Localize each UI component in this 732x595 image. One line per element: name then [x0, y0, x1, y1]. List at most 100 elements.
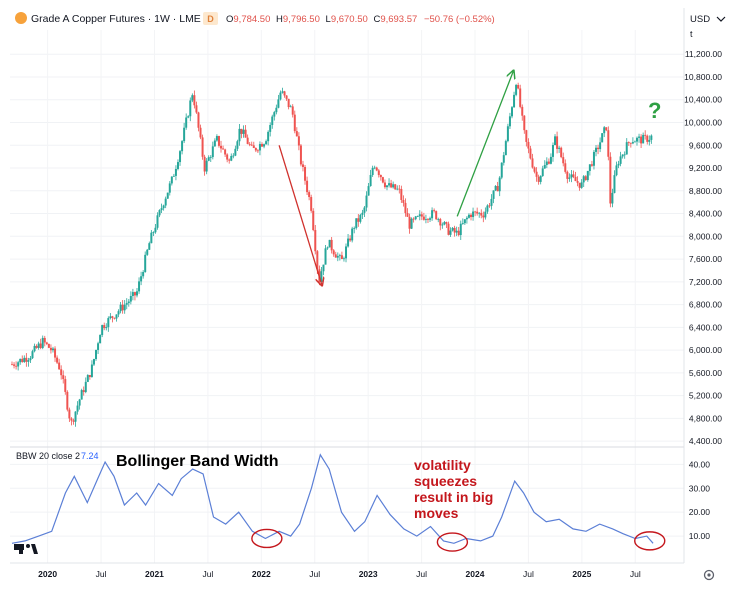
candle-body	[588, 164, 591, 171]
tradingview-logo[interactable]	[14, 544, 38, 554]
price-tick-label: 10,800.00	[684, 72, 722, 82]
candle-body	[388, 183, 391, 186]
candle-body	[246, 137, 249, 144]
candle-body	[478, 212, 481, 214]
candle-body	[43, 337, 46, 343]
candle-body	[406, 213, 409, 217]
candle-body	[191, 95, 194, 101]
candle-body	[381, 177, 384, 183]
symbol-legend[interactable]: Grade A Copper Futures · 1W · LME D O9,7…	[15, 12, 495, 25]
candle-body	[353, 228, 356, 229]
candle-body	[117, 311, 120, 315]
candle-body	[217, 136, 220, 146]
candle-body	[476, 211, 479, 214]
exchange-badge[interactable]	[203, 12, 218, 25]
time-tick-label: 2025	[572, 569, 591, 579]
gear-icon[interactable]	[703, 569, 715, 581]
price-tick-label: 8,800.00	[689, 186, 722, 196]
candle-body	[283, 91, 286, 96]
candle-body	[467, 214, 470, 218]
candle-body	[345, 246, 348, 259]
candle-body	[402, 199, 405, 203]
candle-body	[265, 141, 268, 145]
candle-body	[517, 84, 520, 89]
candle-body	[301, 164, 304, 167]
candle-body	[76, 405, 79, 412]
squeeze-circle	[436, 532, 469, 552]
candle-body	[584, 176, 587, 181]
candle-body	[445, 222, 448, 224]
candle-body	[64, 379, 67, 392]
bbw-axis-labels[interactable]: 40.00 30.00 20.00 10.00	[689, 459, 711, 541]
bbw-indicator-label[interactable]: BBW 20 close 2	[16, 451, 80, 461]
candle-body	[582, 176, 585, 183]
candle-body	[404, 202, 407, 214]
candle-body	[457, 230, 460, 236]
candle-body	[572, 174, 575, 177]
candle-body	[447, 223, 450, 235]
candle-body	[101, 325, 104, 336]
candle-body	[609, 156, 612, 204]
bbw-tick-label: 30.00	[689, 483, 711, 493]
candle-body	[486, 205, 489, 212]
candle-body	[105, 327, 108, 329]
candle-body	[500, 162, 503, 178]
candle-body	[248, 143, 251, 145]
candle-body	[51, 348, 54, 351]
candle-body	[463, 219, 466, 224]
candle-body	[529, 148, 532, 159]
price-axis-labels[interactable]: 11,200.00 10,800.00 10,400.00 10,000.00 9,60…	[684, 49, 722, 446]
candle-body	[103, 325, 106, 329]
candle-body	[396, 188, 399, 190]
candle-body	[260, 144, 263, 147]
candle-body	[633, 141, 636, 143]
candle-body	[84, 381, 87, 393]
candle-body	[158, 210, 161, 216]
candle-body	[551, 145, 554, 157]
candle-body	[228, 159, 231, 161]
candle-body	[531, 158, 534, 168]
candle-body	[461, 223, 464, 224]
candle-body	[418, 214, 421, 217]
candle-body	[256, 150, 259, 152]
candle-body	[35, 345, 38, 348]
candle-body	[564, 163, 567, 172]
time-tick-label: 2020	[38, 569, 57, 579]
candle-body	[54, 348, 57, 358]
chevron-down-icon[interactable]	[716, 16, 726, 22]
candle-body	[238, 128, 241, 142]
candle-body	[355, 218, 358, 229]
candle-body	[361, 212, 364, 215]
candle-body	[308, 192, 311, 198]
currency-label[interactable]: USD	[690, 14, 710, 25]
candle-body	[566, 171, 569, 179]
candle-body	[293, 114, 296, 132]
candle-body	[189, 100, 192, 117]
candle-body	[472, 211, 475, 218]
candle-body	[291, 106, 294, 115]
candle-body	[172, 175, 175, 177]
time-tick-label: 2022	[252, 569, 271, 579]
candle-body	[330, 239, 333, 251]
price-tick-label: 7,200.00	[689, 277, 722, 287]
candle-body	[349, 238, 352, 241]
squeeze-circle	[251, 528, 283, 549]
candle-body	[25, 357, 28, 362]
candle-body	[27, 360, 30, 362]
candle-body	[439, 219, 442, 226]
time-tick-label: 2024	[466, 569, 485, 579]
candle-body	[410, 218, 413, 229]
time-tick-label: Jul	[523, 569, 534, 579]
candle-body	[209, 157, 212, 158]
time-axis-labels[interactable]: 2020 Jul 2021 Jul 2022 Jul 2023 Jul 2024 Jul 2025 J…	[38, 569, 641, 579]
candle-body	[279, 92, 282, 100]
volatility-note: volatility squeezes result in big moves	[414, 457, 497, 521]
candle-body	[29, 358, 32, 361]
candle-body	[605, 127, 608, 131]
candle-body	[37, 343, 40, 348]
candle-body	[367, 186, 370, 196]
candle-body	[86, 375, 89, 382]
candle-body	[510, 107, 513, 117]
candle-body	[394, 184, 397, 190]
candle-body	[625, 142, 628, 155]
